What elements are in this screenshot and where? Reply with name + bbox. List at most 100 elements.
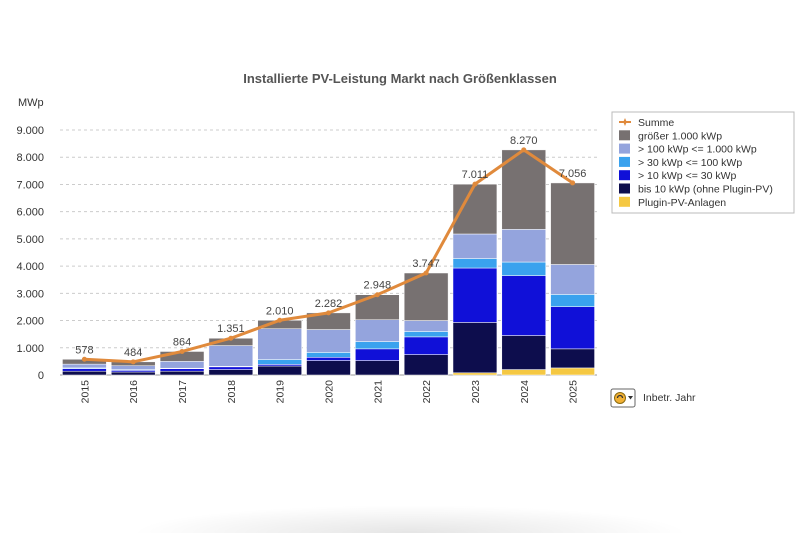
summe-point (81, 356, 87, 362)
bar-segment (208, 366, 254, 370)
y-tick-label: 6.000 (16, 207, 44, 219)
bar-segment (208, 369, 254, 376)
y-tick-label: 3.000 (16, 288, 44, 300)
legend-label: Summe (638, 117, 674, 129)
bar-segment (550, 306, 595, 350)
bar-segment (306, 352, 351, 358)
summe-data-label: 2.282 (315, 298, 343, 310)
legend-label: > 10 kWp <= 30 kWp (638, 170, 737, 182)
y-tick-label: 7.000 (16, 179, 44, 191)
bar-segment (452, 372, 498, 376)
y-axis-ticks: 0 1.000 2.000 3.000 4.000 5.000 6.000 7.000 8.00… (16, 125, 44, 382)
legend-label: Plugin-PV-Anlagen (638, 197, 726, 209)
legend-swatch (619, 156, 630, 167)
x-tick-label: 2020 (324, 380, 336, 404)
summe-data-label: 3.747 (412, 258, 440, 270)
bar-segment (257, 365, 302, 376)
bar-segment (159, 368, 205, 372)
summe-point (130, 359, 136, 365)
summe-point (472, 181, 478, 187)
year-filter-label[interactable]: Inbetr. Jahr (643, 392, 696, 404)
summe-point (228, 335, 234, 341)
bar-segment (550, 294, 595, 307)
summe-data-label: 8.270 (510, 135, 538, 147)
bar-segment (208, 345, 254, 367)
y-tick-label: 1.000 (16, 343, 44, 355)
bar-segment (306, 329, 351, 353)
bar-segment (355, 348, 400, 361)
summe-data-label: 484 (124, 347, 142, 359)
year-filter[interactable]: Inbetr. Jahr (610, 388, 696, 408)
summe-line (81, 147, 576, 365)
bar-segment (452, 233, 498, 259)
bar-segment (501, 229, 546, 263)
bar-segment (62, 363, 107, 369)
bar-segment (159, 370, 205, 376)
bar-segment (501, 335, 546, 370)
legend-swatch (619, 130, 630, 141)
legend-frame (611, 111, 795, 214)
summe-data-label: 1.351 (217, 323, 245, 335)
y-tick-label: 5.000 (16, 234, 44, 246)
x-tick-label: 2023 (470, 380, 482, 404)
bar-segment (111, 371, 156, 376)
x-tick-label: 2022 (421, 380, 433, 404)
summe-data-label: 578 (75, 344, 93, 356)
bar-segment (159, 361, 205, 369)
legend-label: > 30 kWp <= 100 kWp (638, 157, 742, 169)
bar-segment (452, 258, 498, 269)
summe-point (570, 180, 576, 186)
bars (62, 149, 595, 376)
bar-segment (62, 370, 107, 376)
bar-segment (403, 336, 449, 355)
bar-segment (550, 367, 595, 376)
summe-point (179, 348, 185, 354)
bar-segment (501, 261, 546, 276)
x-tick-label: 2016 (128, 380, 140, 404)
legend-label: bis 10 kWp (ohne Plugin-PV) (638, 184, 773, 196)
bar-segment (403, 331, 449, 338)
y-tick-label: 0 (38, 370, 44, 382)
bar-segment (355, 341, 400, 350)
x-tick-label: 2025 (568, 380, 580, 404)
summe-point (326, 310, 331, 316)
bar-segment (355, 319, 400, 342)
bar-segment (550, 182, 595, 265)
y-tick-label: 4.000 (16, 261, 44, 273)
bar-segment (550, 348, 595, 369)
bar-segment (452, 267, 498, 323)
bar-segment (355, 360, 400, 376)
bottom-shadow (130, 505, 690, 533)
x-tick-label: 2017 (177, 380, 189, 404)
bar-segment (111, 365, 156, 370)
summe-data-label: 864 (173, 336, 191, 348)
bar-segment (550, 264, 595, 295)
x-tick-label: 2021 (372, 380, 384, 404)
summe-data-label: 2.948 (364, 280, 392, 292)
x-tick-label: 2015 (79, 380, 91, 404)
summe-point (423, 270, 429, 276)
x-tick-label: 2019 (275, 380, 287, 404)
bar-segment (257, 359, 302, 365)
legend-swatch (619, 143, 630, 154)
y-tick-label: 9.000 (16, 125, 44, 137)
chart-title: Installierte PV-Leistung Markt nach Größ… (243, 71, 557, 86)
legend-swatch (619, 170, 630, 181)
filter-dropdown-icon[interactable] (610, 388, 636, 408)
legend-label: > 100 kWp <= 1.000 kWp (638, 144, 757, 156)
y-tick-label: 2.000 (16, 316, 44, 328)
star-icon (621, 118, 629, 126)
summe-labels: 578 484 864 1.351 2.010 2.282 2.948 3.747 7.011 8… (75, 135, 586, 359)
bar-segment (403, 320, 449, 332)
x-axis-ticks: 2015 2016 2017 2018 2019 2020 2021 2022 2023 2024… (79, 380, 579, 404)
y-axis-unit: MWp (18, 97, 44, 109)
bar-segment (257, 328, 302, 360)
x-tick-label: 2024 (519, 380, 531, 404)
summe-point (374, 292, 380, 298)
x-tick-label: 2018 (226, 380, 238, 404)
bar-segment (62, 368, 107, 372)
summe-point (521, 147, 527, 153)
summe-point (277, 317, 283, 323)
summe-data-label: 7.011 (462, 169, 489, 181)
